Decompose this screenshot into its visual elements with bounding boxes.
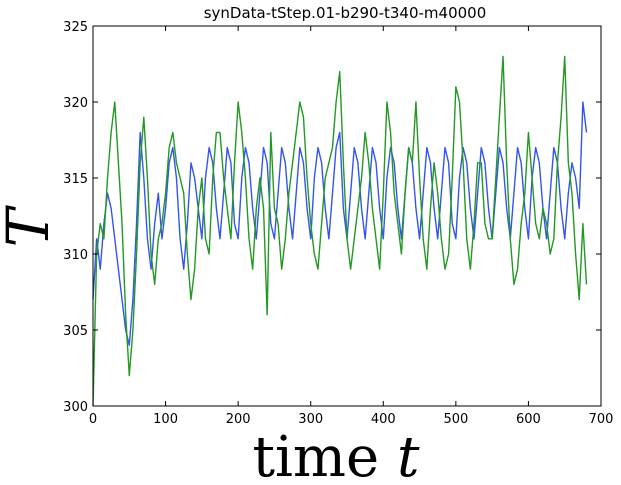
x-tick-label: 100 [153,412,178,427]
x-tick-label: 500 [443,412,468,427]
series-line-green [92,55,588,407]
y-tick-label: 305 [63,324,88,339]
x-axis-label-variable: t [397,425,420,485]
series-layer [92,55,588,407]
y-tick-label: 300 [63,400,88,415]
y-axis-label: T [0,204,62,247]
x-tick-label: 200 [226,412,251,427]
series-line-blue [92,101,588,346]
x-tick-label: 0 [89,412,97,427]
y-tick-label: 320 [63,96,88,111]
x-tick-label: 400 [371,412,396,427]
tick-layer: 0 100 200 300 400 500 600 700 300 305 310 315 320 325 [63,20,613,427]
x-axis-label: time t [253,425,420,485]
y-tick-label: 315 [63,172,88,187]
x-tick-label: 300 [298,412,323,427]
plot-frame [92,25,602,407]
plot-area [93,26,601,406]
x-tick-label: 600 [516,412,541,427]
x-axis-label-word: time [253,425,380,485]
x-tick-label: 700 [589,412,614,427]
y-tick-label: 325 [63,20,88,35]
chart-title: synData-tStep.01-b290-t340-m40000 [204,4,487,22]
y-tick-label: 310 [63,248,88,263]
